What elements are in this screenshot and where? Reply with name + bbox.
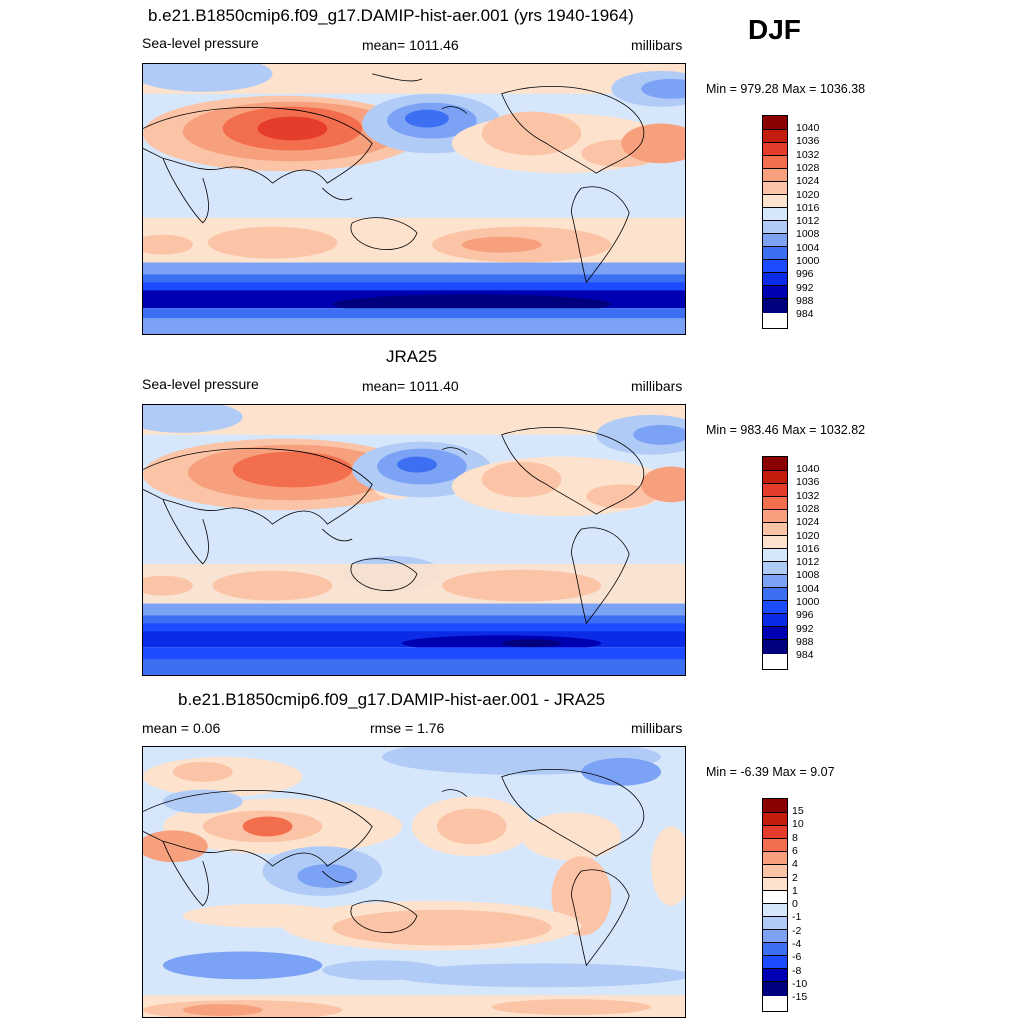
panel3-map: [142, 746, 686, 1018]
colorbar-tick-label: 1036: [796, 476, 820, 489]
colorbar-tick-label: 2: [792, 871, 798, 884]
colorbar-tick-label: -2: [792, 924, 802, 937]
panel2-variable-label: Sea-level pressure: [142, 376, 259, 392]
colorbar-tick-label: 1: [792, 884, 798, 897]
colorbar-tick-label: -4: [792, 938, 802, 950]
colorbar-tick-label: 1016: [796, 542, 820, 555]
panel2-mean-label: mean= 1011.40: [362, 378, 459, 394]
colorbar-tick-label: 1028: [796, 502, 820, 515]
colorbar-tick-label: 6: [792, 844, 798, 857]
season-label: DJF: [748, 14, 801, 45]
panel2-units-label: millibars: [631, 378, 683, 394]
panel1-variable-label: Sea-level pressure: [142, 35, 259, 51]
colorbar-tick-label: -6: [792, 951, 802, 964]
colorbar-tick-label: 15: [792, 805, 804, 817]
colorbar-tick-label: 1040: [796, 463, 820, 475]
colorbar-tick-label: 1024: [796, 516, 820, 529]
colorbar-tick-label: 0: [792, 898, 798, 911]
colorbar-tick-label: 1024: [796, 175, 820, 188]
panel2-title: JRA25: [386, 347, 438, 366]
colorbar-tick-label: 1040: [796, 122, 820, 134]
panel1-minmax: Min = 979.28 Max = 1036.38: [706, 82, 866, 96]
colorbar-tick-label: 984: [796, 649, 814, 662]
panel3-mean-label: mean = 0.06: [142, 720, 221, 736]
panel2-minmax: Min = 983.46 Max = 1032.82: [706, 423, 866, 437]
colorbar-tick-label: -15: [792, 991, 808, 1004]
panel2-map: [142, 404, 686, 676]
panel1-colorbar: [762, 115, 788, 329]
colorbar-tick-label: 1000: [796, 255, 820, 267]
panel3-rmse-label: rmse = 1.76: [370, 720, 445, 736]
colorbar-tick-label: 992: [796, 622, 814, 635]
colorbar-tick-label: 4: [792, 858, 798, 871]
colorbar-tick-label: 10: [792, 818, 804, 831]
colorbar-tick-label: 996: [796, 268, 814, 281]
colorbar-tick-label: 8: [792, 831, 798, 844]
colorbar-tick-label: 1008: [796, 228, 820, 241]
colorbar-tick-label: 1012: [796, 556, 820, 569]
panel3-title: b.e21.B1850cmip6.f09_g17.DAMIP-hist-aer.…: [178, 690, 606, 709]
panel1-title: b.e21.B1850cmip6.f09_g17.DAMIP-hist-aer.…: [148, 6, 634, 25]
colorbar-tick-label: 1020: [796, 529, 820, 542]
colorbar-tick-label: 992: [796, 281, 814, 294]
colorbar-tick-label: 1020: [796, 188, 820, 201]
colorbar-tick-label: 996: [796, 609, 814, 622]
panel1-map: [142, 63, 686, 335]
colorbar-tick-label: 988: [796, 294, 814, 307]
colorbar-tick-label: 1004: [796, 241, 820, 254]
colorbar-tick-label: 1028: [796, 161, 820, 174]
colorbar-tick-label: -1: [792, 911, 802, 924]
colorbar-tick-label: 984: [796, 308, 814, 321]
colorbar-tick-label: 1032: [796, 148, 820, 161]
colorbar-tick-label: 1012: [796, 215, 820, 228]
colorbar-tick-label: -10: [792, 977, 808, 990]
colorbar-tick-label: -8: [792, 964, 802, 977]
colorbar-tick-label: 1008: [796, 569, 820, 582]
panel3-units-label: millibars: [631, 720, 683, 736]
panel3-minmax: Min = -6.39 Max = 9.07: [706, 765, 835, 779]
colorbar-tick-label: 1036: [796, 135, 820, 148]
colorbar-tick-label: 1032: [796, 489, 820, 502]
panel1-map-field: [143, 64, 685, 334]
panel3-map-field: [143, 747, 685, 1017]
colorbar-tick-label: 988: [796, 635, 814, 648]
panel1-mean-label: mean= 1011.46: [362, 37, 459, 53]
panel3-colorbar: [762, 798, 788, 1012]
colorbar-tick-label: 1016: [796, 201, 820, 214]
colorbar-tick-label: 1000: [796, 596, 820, 608]
colorbar-tick-label: 1004: [796, 582, 820, 595]
panel2-map-field: [143, 405, 685, 675]
panel2-colorbar: [762, 456, 788, 670]
panel1-units-label: millibars: [631, 37, 683, 53]
